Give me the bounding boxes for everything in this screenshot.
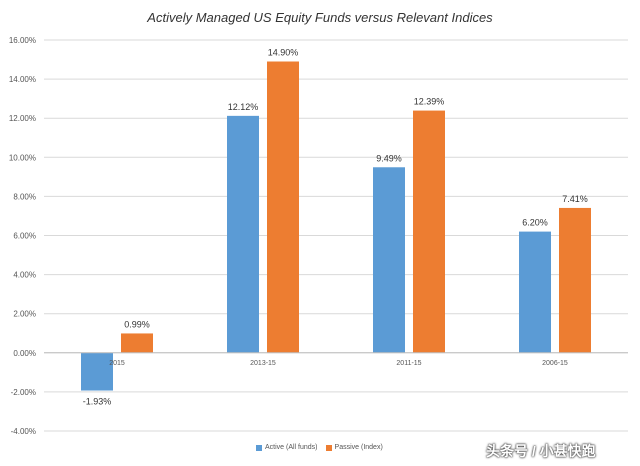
data-label: -1.93% (83, 397, 112, 407)
legend-swatch-active (256, 444, 262, 451)
legend-label-active: Active (All funds) (265, 444, 318, 451)
legend-swatch-passive (325, 444, 332, 451)
data-label: 9.49% (376, 153, 402, 163)
y-tick-label: 6.00% (13, 232, 36, 241)
y-tick-label: -2.00% (11, 388, 36, 397)
chart-title: Actively Managed US Equity Funds versus … (147, 10, 493, 25)
y-tick-label: 0.00% (13, 349, 36, 358)
y-tick-label: 10.00% (9, 153, 36, 162)
bar-active (81, 352, 113, 391)
bar-active (227, 115, 259, 353)
bar-active (373, 167, 405, 353)
bar-passive (559, 207, 591, 353)
bar-passive (121, 333, 153, 353)
x-tick-label: 2006-15 (542, 360, 568, 367)
data-label: 12.39% (414, 97, 445, 107)
bar-passive (267, 61, 299, 353)
legend: Active (All funds) Passive (Index) (256, 444, 383, 451)
x-tick-label: 2013-15 (250, 360, 276, 367)
watermark: 头条号 / 小甚快跑 (486, 443, 596, 459)
data-label: 0.99% (124, 319, 150, 329)
data-label: 6.20% (522, 218, 548, 228)
data-label: 14.90% (268, 48, 299, 58)
y-tick-label: 4.00% (13, 271, 36, 280)
y-tick-label: 8.00% (13, 192, 36, 201)
y-tick-label: -4.00% (11, 427, 36, 436)
y-tick-label: 2.00% (13, 310, 36, 319)
bar-passive (413, 110, 445, 353)
legend-item-active: Active (All funds) (256, 444, 318, 451)
y-tick-label: 16.00% (9, 36, 36, 45)
x-tick-label: 2011-15 (396, 360, 421, 367)
data-label: 7.41% (562, 194, 588, 204)
x-tick-label: 2015 (109, 360, 125, 367)
legend-label-passive: Passive (Index) (334, 444, 383, 451)
legend-item-passive: Passive (Index) (325, 444, 383, 451)
bar-active (519, 231, 551, 353)
data-label: 12.12% (228, 102, 259, 112)
y-tick-label: 12.00% (9, 114, 36, 123)
y-tick-label: 14.00% (9, 75, 36, 84)
